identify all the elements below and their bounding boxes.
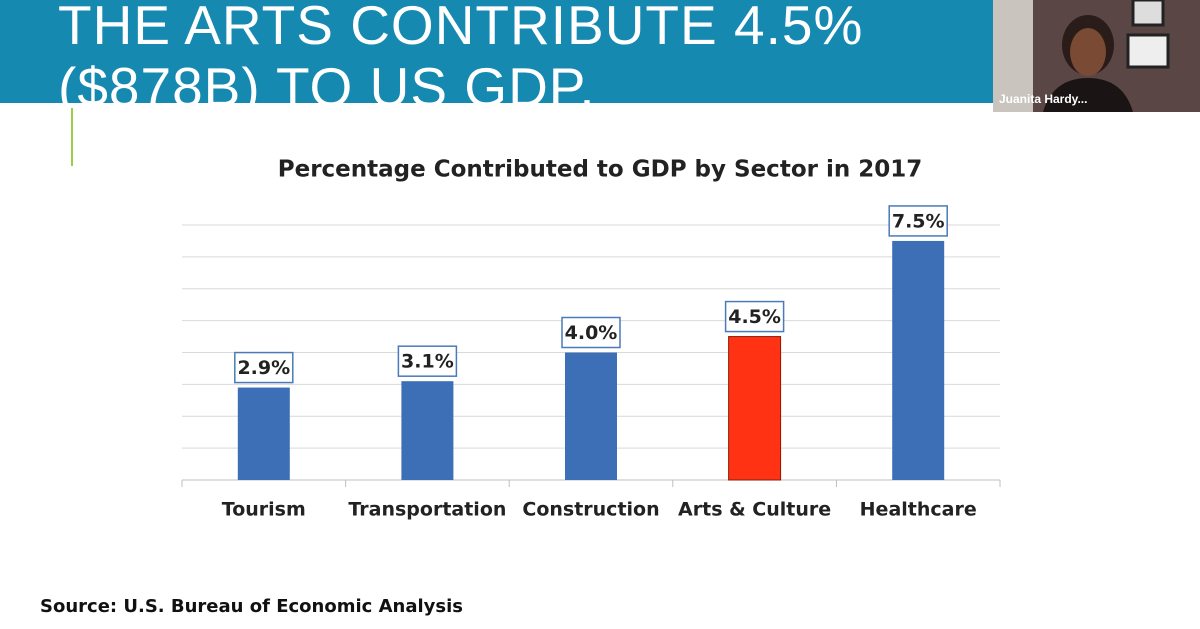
value-label: 2.9% — [237, 357, 290, 379]
slide-title: THE ARTS CONTRIBUTE 4.5% ($878B) TO US G… — [58, 0, 864, 103]
chart-title: Percentage Contributed to GDP by Sector … — [278, 157, 923, 183]
value-label: 7.5% — [892, 210, 945, 232]
video-scene — [993, 0, 1200, 112]
source-note: Source: U.S. Bureau of Economic Analysis — [40, 596, 463, 617]
frame — [1131, 0, 1165, 27]
value-label: 4.0% — [565, 322, 618, 344]
face — [1070, 28, 1106, 76]
bar — [728, 336, 782, 481]
x-tick-label: Tourism — [222, 499, 306, 521]
value-label-box — [234, 351, 294, 384]
value-label-box — [397, 345, 458, 377]
value-label-box — [724, 300, 785, 333]
bar — [892, 240, 945, 480]
x-tick-label: Transportation — [348, 499, 506, 521]
participant-name: Juanita Hardy... — [999, 92, 1088, 106]
title-banner: THE ARTS CONTRIBUTE 4.5% ($878B) TO US G… — [0, 0, 993, 103]
bar — [237, 387, 290, 480]
bar — [401, 381, 454, 480]
frame — [1126, 33, 1170, 69]
x-tick-label: Construction — [522, 499, 659, 521]
x-tick-label: Healthcare — [860, 499, 977, 521]
video-thumbnail[interactable]: Juanita Hardy... — [993, 0, 1200, 112]
body — [1043, 78, 1133, 112]
value-label: 4.5% — [728, 306, 781, 328]
chart: Percentage Contributed to GDP by Sector … — [181, 157, 1001, 521]
x-tick-label: Arts & Culture — [678, 499, 831, 521]
bar — [565, 352, 617, 480]
value-label-box — [561, 316, 621, 349]
value-label-box — [888, 205, 948, 237]
accent-line — [71, 108, 73, 166]
value-label: 3.1% — [401, 351, 454, 373]
door — [993, 0, 1033, 112]
